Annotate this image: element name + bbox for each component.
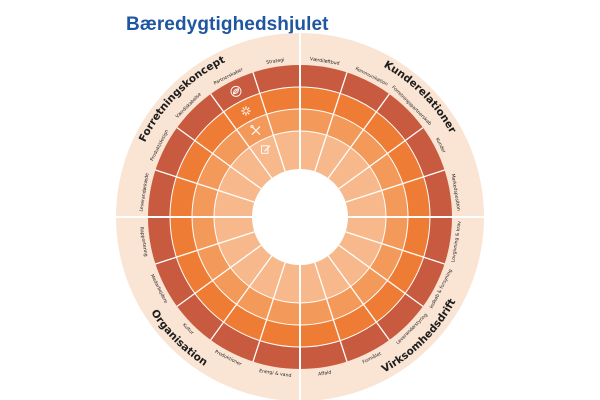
gear-icon [241, 106, 251, 116]
pencil-note-icon [261, 145, 271, 154]
segment-divider [345, 231, 445, 265]
wheel-icons [230, 85, 271, 154]
segment-divider [345, 169, 445, 203]
segment-divider [314, 262, 348, 362]
leaf-icon [230, 85, 242, 97]
segment-divider [176, 127, 262, 190]
segment-divider [252, 262, 286, 362]
segment-divider [327, 255, 390, 341]
segment-divider [314, 72, 348, 172]
segment-divider [338, 244, 424, 307]
segment-label: Energi & vand [259, 368, 292, 379]
tools-icon [250, 124, 261, 135]
segment-label: Strategi [266, 57, 285, 66]
segment-divider [252, 72, 286, 172]
segment-divider [338, 127, 424, 190]
segment-divider [155, 169, 255, 203]
segment-divider [155, 231, 255, 265]
segment-label: Værdiløftbud [309, 56, 339, 67]
page-title: Bæredygtighedshjulet [126, 14, 329, 35]
segment-divider [176, 244, 262, 307]
segment-label: Rapportering [138, 226, 149, 257]
segment-label: Markedsposition [450, 173, 462, 211]
segment-divider [210, 93, 273, 179]
segment-divider [327, 93, 390, 179]
center-hole [252, 169, 348, 265]
segment-divider [210, 255, 273, 341]
segment-label: Affald [318, 370, 332, 378]
wheel-dividers [116, 33, 484, 400]
